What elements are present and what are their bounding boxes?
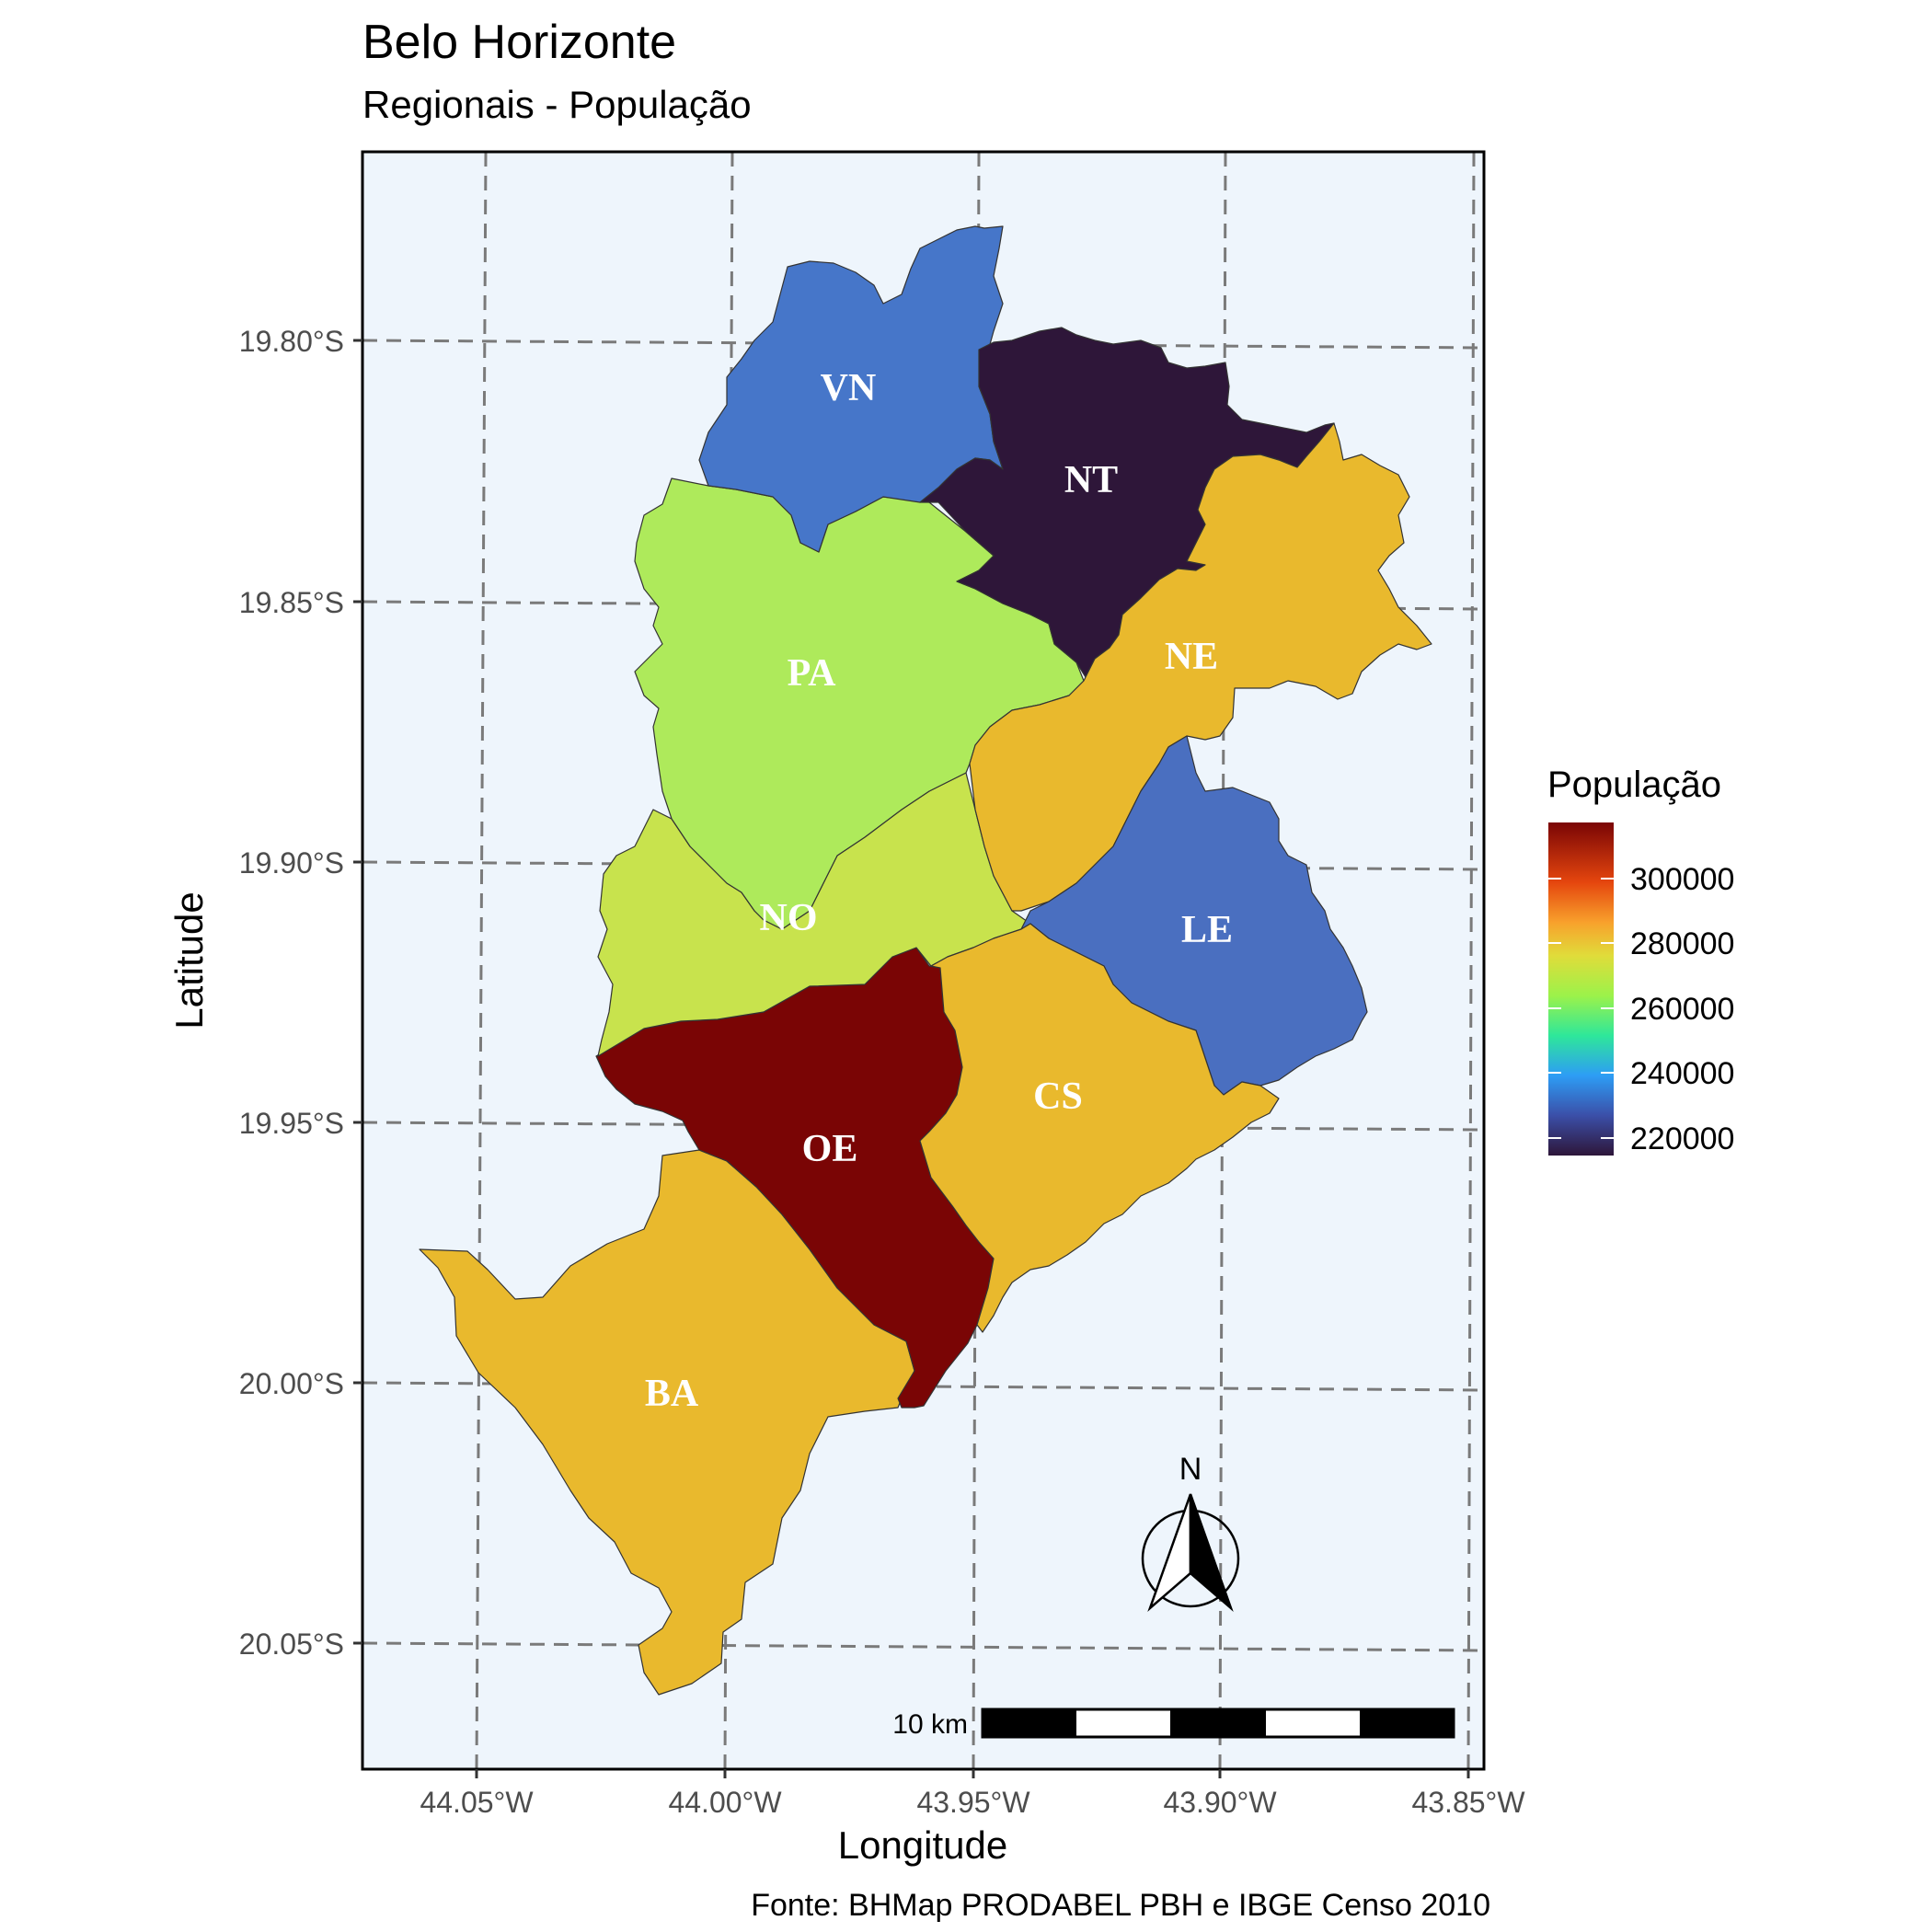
- map-title: Belo Horizonte: [362, 16, 677, 69]
- y-tick-label: 19.85°S: [239, 586, 344, 619]
- map-subtitle: Regionais - População: [362, 83, 752, 126]
- x-tick-label: 43.90°W: [1163, 1786, 1277, 1819]
- legend-tick-label: 220000: [1630, 1121, 1734, 1156]
- region-cs[interactable]: [919, 923, 1280, 1333]
- y-axis-title: Latitude: [167, 891, 211, 1029]
- y-tick-label: 20.05°S: [239, 1627, 344, 1661]
- region-label-oe: OE: [802, 1128, 858, 1170]
- x-tick-label: 43.85°W: [1411, 1786, 1525, 1819]
- x-tick-label: 44.05°W: [420, 1786, 534, 1819]
- panel-border: [361, 150, 1486, 1771]
- legend-title: População: [1547, 765, 1721, 805]
- region-label-ne: NE: [1165, 636, 1218, 678]
- x-axis-title: Longitude: [838, 1823, 1008, 1867]
- y-tick-label: 20.00°S: [239, 1367, 344, 1400]
- region-label-pa: PA: [788, 652, 837, 695]
- legend-tick-label: 280000: [1630, 926, 1734, 961]
- region-label-nt: NT: [1064, 459, 1118, 501]
- region-label-le: LE: [1181, 909, 1233, 951]
- legend-tick-label: 300000: [1630, 862, 1734, 897]
- x-axis: 44.05°W 44.00°W 43.95°W 43.90°W 43.85°W …: [420, 1769, 1525, 1867]
- y-tick-label: 19.90°S: [239, 846, 344, 880]
- legend-colorbar: [1548, 822, 1614, 1156]
- x-tick-label: 43.95°W: [916, 1786, 1030, 1819]
- region-label-no: NO: [760, 897, 818, 939]
- north-label: N: [1179, 1452, 1202, 1487]
- region-label-vn: VN: [821, 367, 877, 409]
- y-tick-label: 19.80°S: [239, 325, 344, 358]
- legend-tick-label: 240000: [1630, 1056, 1734, 1091]
- x-tick-label: 44.00°W: [668, 1786, 782, 1819]
- region-ba[interactable]: [419, 1149, 915, 1696]
- region-label-cs: CS: [1033, 1075, 1083, 1118]
- north-arrow: N: [1141, 1452, 1240, 1613]
- legend-tick-label: 260000: [1630, 992, 1734, 1027]
- regions: [419, 225, 1432, 1696]
- region-ne[interactable]: [969, 422, 1432, 912]
- scale-bar-label: 10 km: [892, 1709, 968, 1740]
- source-caption: Fonte: BHMap PRODABEL PBH e IBGE Censo 2…: [751, 1888, 1490, 1923]
- scale-bar: 10 km: [892, 1708, 1455, 1740]
- y-axis: 19.80°S 19.85°S 19.90°S 19.95°S 20.00°S …: [167, 325, 362, 1661]
- region-label-ba: BA: [645, 1373, 699, 1415]
- y-tick-label: 19.95°S: [239, 1107, 344, 1140]
- legend: População 300000 280000 260000 240000 22…: [1547, 765, 1734, 1156]
